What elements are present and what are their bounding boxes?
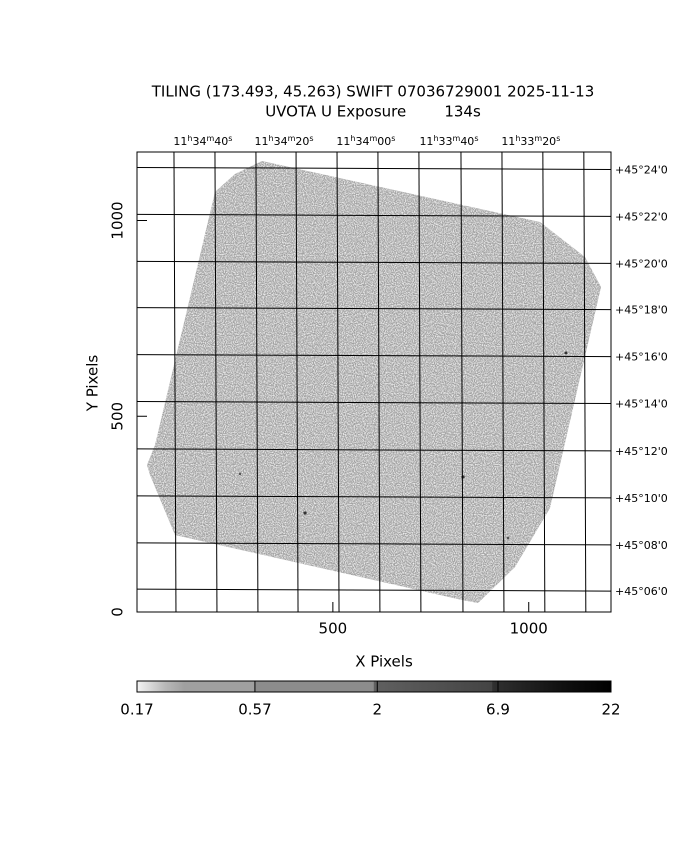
y2-tick-label: +45°20'0	[615, 257, 668, 270]
y2-tick-label: +45°14'0	[615, 398, 668, 411]
y2-tick-label: +45°12'0	[615, 445, 668, 458]
ra-grid-line	[542, 151, 546, 613]
colorbar-tick-label: 0.17	[120, 701, 153, 719]
y-tick-label: 0	[109, 607, 127, 617]
source	[506, 536, 510, 540]
y2-tick-label: +45°16'0	[615, 351, 668, 364]
y-tick-label: 1000	[109, 201, 127, 239]
chart-title: TILING (173.493, 45.263) SWIFT 070367290…	[151, 83, 595, 101]
source	[303, 511, 307, 515]
x2-tick-label: 11h33m20s	[501, 134, 560, 149]
colorbar-tick-label: 2	[373, 701, 383, 719]
ra-grid-line	[214, 151, 218, 613]
dec-grid-line	[136, 588, 612, 592]
colorbar-tick-label: 0.57	[238, 701, 271, 719]
dec-grid-line	[136, 260, 612, 264]
dec-grid-line	[136, 307, 612, 311]
y2-tick-label: +45°08'0	[615, 539, 668, 552]
plot-frame	[136, 151, 612, 613]
ra-grid-line	[501, 151, 505, 613]
ra-grid-line	[173, 151, 177, 613]
colorbar-tick-label: 22	[601, 701, 620, 719]
ra-grid-line	[583, 151, 587, 613]
ra-grid-line	[377, 151, 381, 613]
x2-tick-label: 11h34m20s	[255, 134, 314, 149]
source	[238, 472, 242, 476]
dec-grid-line	[136, 495, 612, 499]
y-axis-label: Y Pixels	[84, 355, 102, 413]
colorbar	[136, 680, 612, 693]
ra-grid-line	[460, 151, 464, 613]
y2-tick-label: +45°10'0	[615, 492, 668, 505]
y2-tick-label: +45°24'0	[615, 163, 668, 176]
x-tick-label: 500	[319, 620, 348, 638]
exposure-footprint	[147, 161, 601, 603]
y2-tick-label: +45°06'0	[615, 585, 668, 598]
dec-grid-line	[136, 448, 612, 452]
ra-grid-line	[336, 151, 340, 613]
colorbar-tick-label: 6.9	[486, 701, 510, 719]
x-tick-label: 1000	[510, 620, 548, 638]
y2-tick-label: +45°18'0	[615, 304, 668, 317]
ra-grid-line	[295, 151, 299, 613]
source	[564, 351, 568, 355]
ra-grid-line	[255, 151, 259, 613]
y-tick-label: 500	[109, 402, 127, 431]
y2-tick-label: +45°22'0	[615, 210, 668, 223]
dec-grid-line	[136, 213, 612, 217]
x-axis-label: X Pixels	[355, 653, 413, 671]
ra-grid-line	[418, 151, 422, 613]
dec-grid-line	[136, 166, 612, 170]
dec-grid-line	[136, 354, 612, 358]
x2-tick-label: 11h34m40s	[173, 134, 232, 149]
chart-subtitle: UVOTA U Exposure 134s	[265, 103, 481, 121]
x2-tick-label: 11h33m40s	[419, 134, 478, 149]
dec-grid-line	[136, 542, 612, 546]
dec-grid-line	[136, 401, 612, 405]
x2-tick-label: 11h34m00s	[336, 134, 395, 149]
